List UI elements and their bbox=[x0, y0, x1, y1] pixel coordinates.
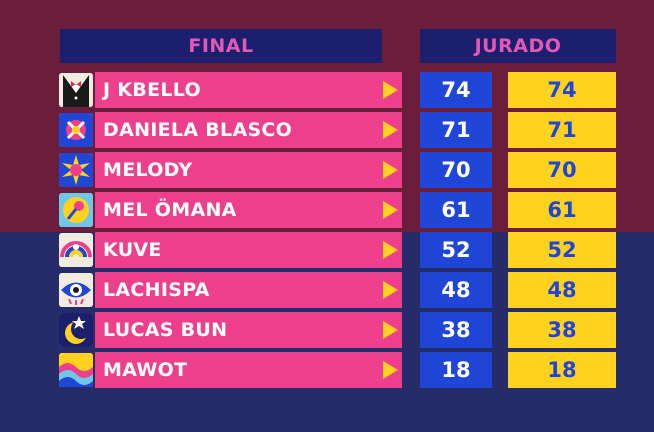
scoreboard-row: J KBELLO 74 74 bbox=[0, 72, 654, 108]
jury-score: 70 bbox=[420, 152, 492, 188]
scoreboard-row: MEL ÖMANA 61 61 bbox=[0, 192, 654, 228]
rainbow-icon bbox=[59, 233, 93, 267]
contestant-name: DANIELA BLASCO bbox=[95, 112, 380, 148]
jurado-header: JURADO bbox=[420, 29, 616, 63]
scoreboard-row: MELODY 70 70 bbox=[0, 152, 654, 188]
scoreboard-row: DANIELA BLASCO 71 71 bbox=[0, 112, 654, 148]
final-header: FINAL bbox=[60, 29, 382, 63]
microphone-icon bbox=[59, 193, 93, 227]
total-score: 70 bbox=[508, 152, 616, 188]
sun-icon bbox=[59, 153, 93, 187]
arrow-icon bbox=[380, 152, 402, 188]
jury-score: 48 bbox=[420, 272, 492, 308]
arrow-icon bbox=[380, 112, 402, 148]
jury-score: 74 bbox=[420, 72, 492, 108]
contestant-name: MAWOT bbox=[95, 352, 380, 388]
contestant-name: LACHISPA bbox=[95, 272, 380, 308]
scoreboard-row: LACHISPA 48 48 bbox=[0, 272, 654, 308]
arrow-icon bbox=[380, 272, 402, 308]
total-score: 18 bbox=[508, 352, 616, 388]
total-score: 48 bbox=[508, 272, 616, 308]
contestant-name: LUCAS BUN bbox=[95, 312, 380, 348]
total-score: 52 bbox=[508, 232, 616, 268]
contestant-name: MELODY bbox=[95, 152, 380, 188]
arrow-icon bbox=[380, 192, 402, 228]
total-score: 71 bbox=[508, 112, 616, 148]
arrow-icon bbox=[380, 312, 402, 348]
scoreboard-row: MAWOT 18 18 bbox=[0, 352, 654, 388]
tuxedo-icon bbox=[59, 73, 93, 107]
wave-icon bbox=[59, 353, 93, 387]
arrow-icon bbox=[380, 72, 402, 108]
moon-star-icon bbox=[59, 313, 93, 347]
total-score: 61 bbox=[508, 192, 616, 228]
jury-score: 61 bbox=[420, 192, 492, 228]
arrow-icon bbox=[380, 232, 402, 268]
jury-score: 71 bbox=[420, 112, 492, 148]
candy-icon bbox=[59, 113, 93, 147]
arrow-icon bbox=[380, 352, 402, 388]
eye-icon bbox=[59, 273, 93, 307]
contestant-name: J KBELLO bbox=[95, 72, 380, 108]
scoreboard-row: KUVE 52 52 bbox=[0, 232, 654, 268]
contestant-name: MEL ÖMANA bbox=[95, 192, 380, 228]
jury-score: 52 bbox=[420, 232, 492, 268]
contestant-name: KUVE bbox=[95, 232, 380, 268]
jury-score: 18 bbox=[420, 352, 492, 388]
total-score: 38 bbox=[508, 312, 616, 348]
total-score: 74 bbox=[508, 72, 616, 108]
scoreboard-row: LUCAS BUN 38 38 bbox=[0, 312, 654, 348]
jury-score: 38 bbox=[420, 312, 492, 348]
